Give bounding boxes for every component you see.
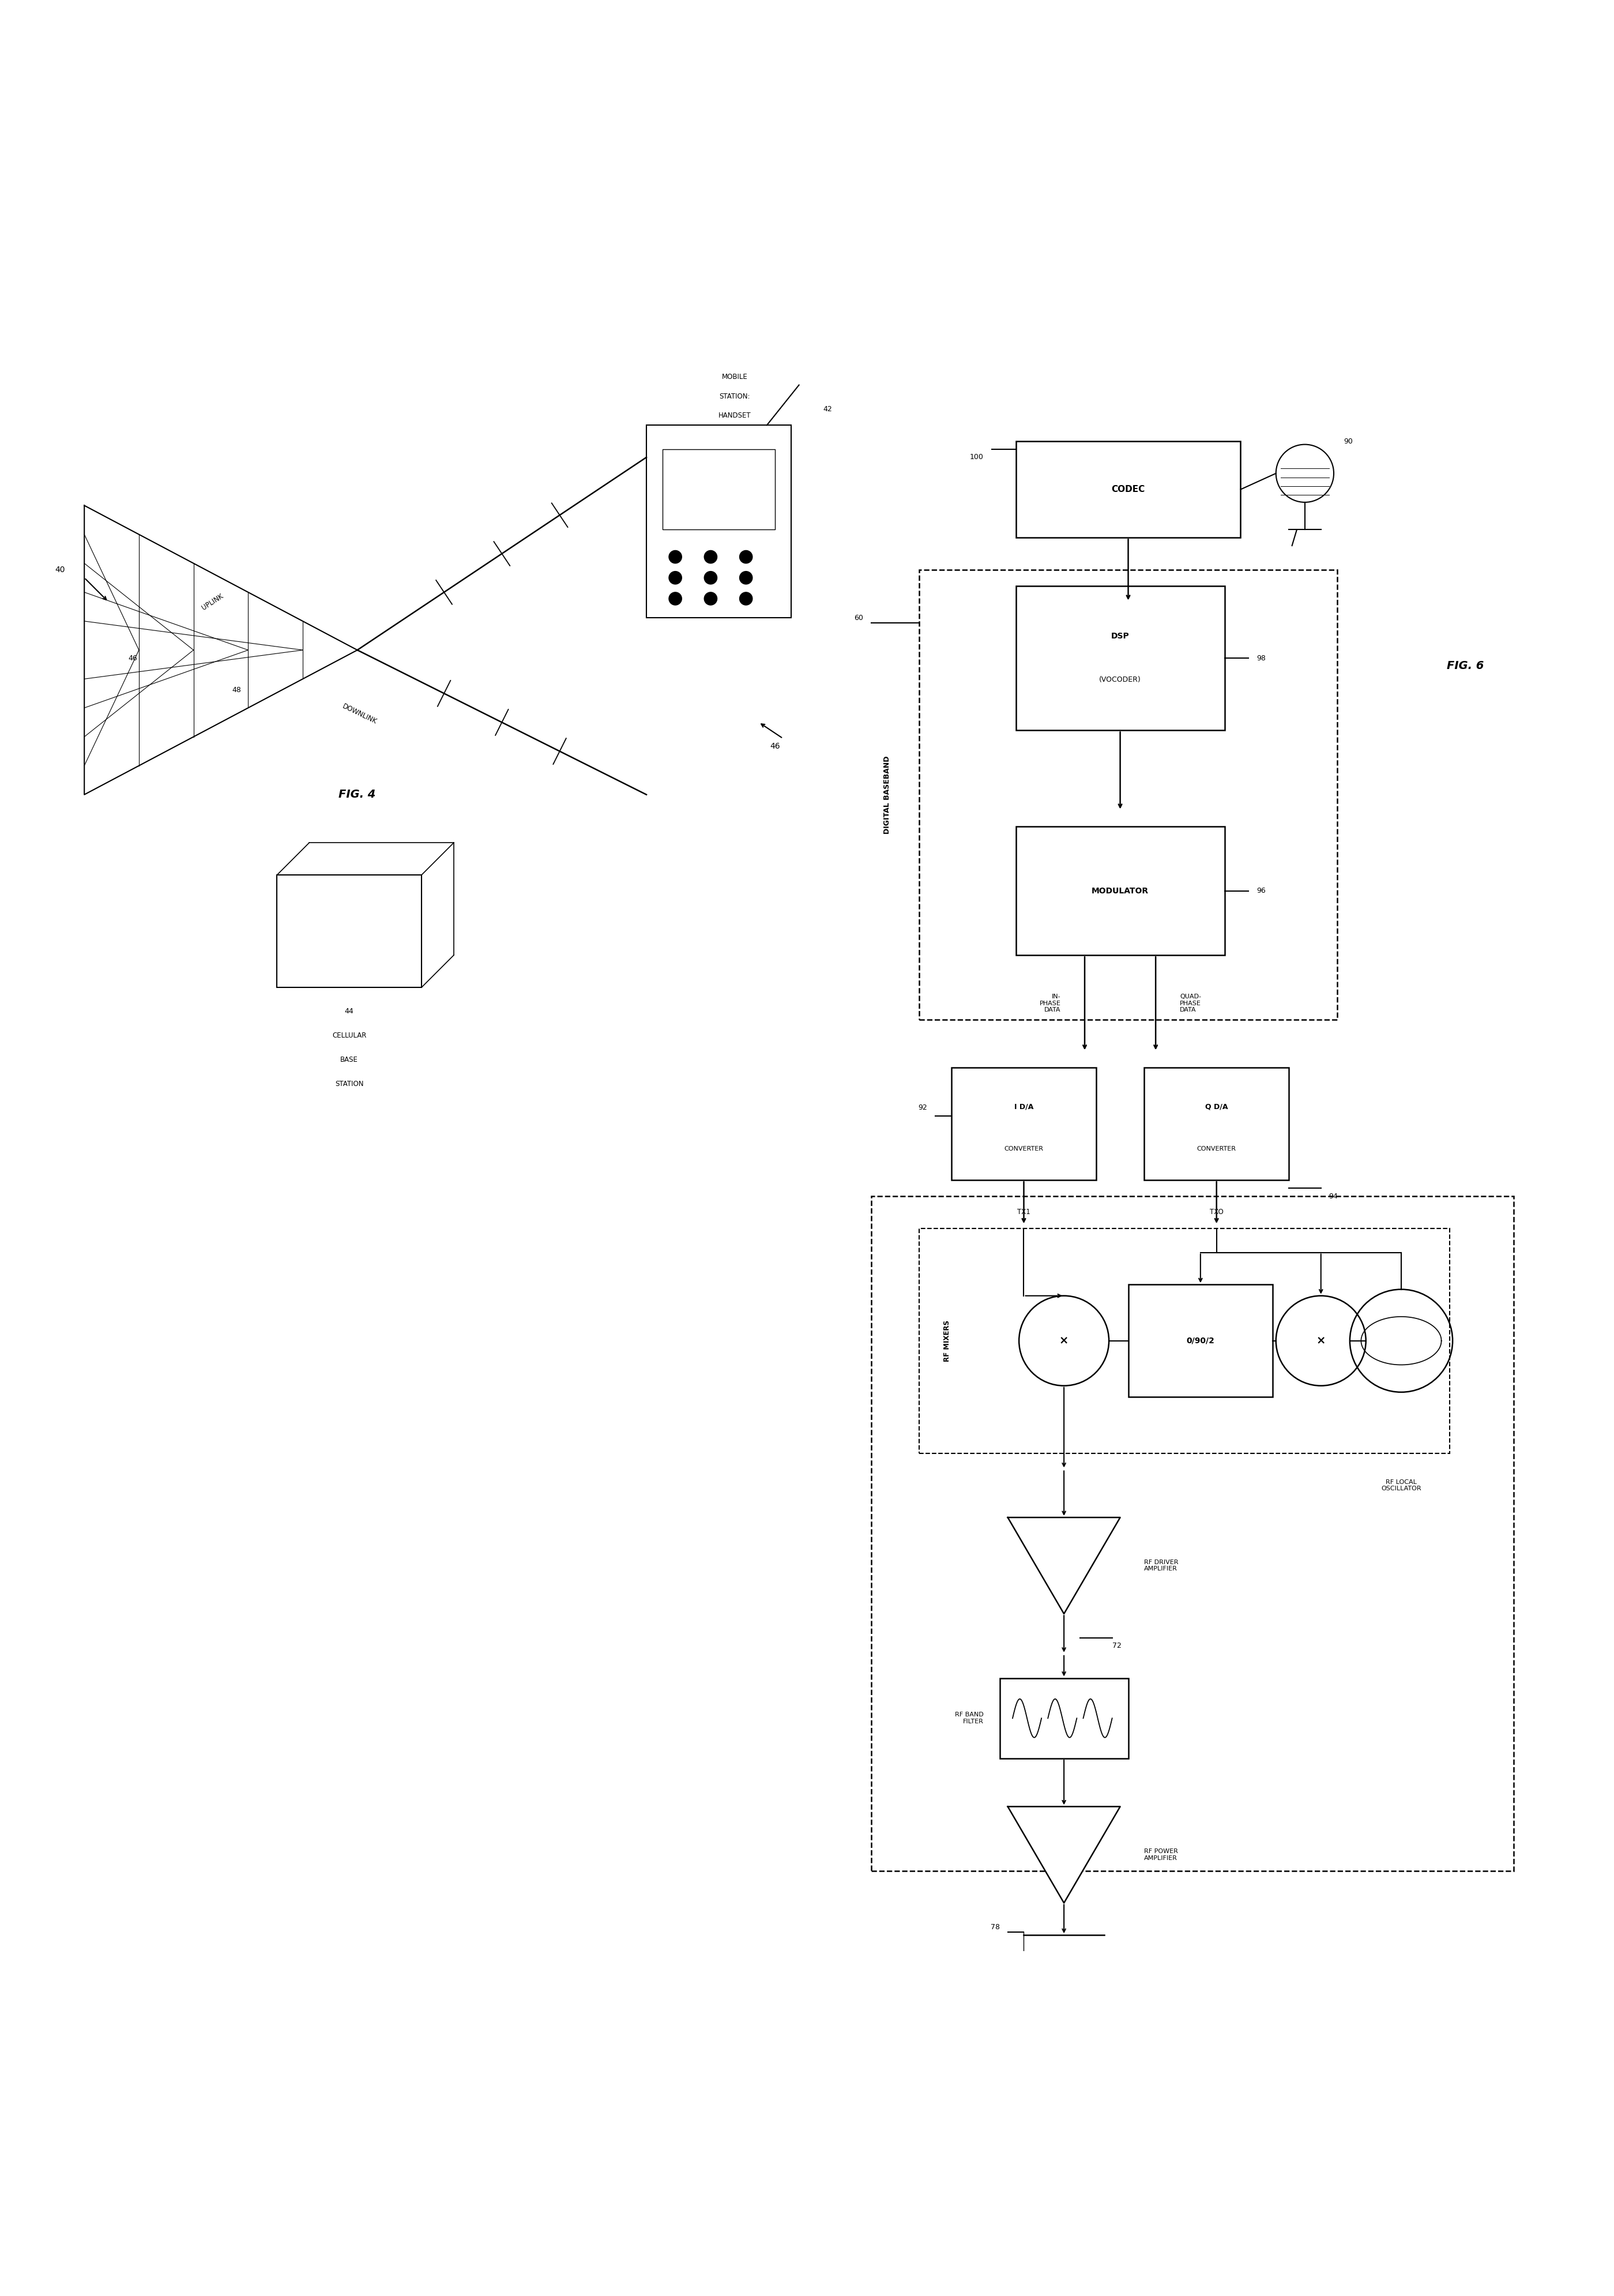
Bar bbox=[999, 1678, 1128, 1759]
Text: 44: 44 bbox=[345, 1008, 353, 1015]
Text: 90: 90 bbox=[1344, 439, 1353, 445]
Text: RF BAND
FILTER: RF BAND FILTER bbox=[955, 1713, 983, 1724]
Bar bbox=[662, 450, 775, 530]
Bar bbox=[1128, 1283, 1273, 1396]
Circle shape bbox=[668, 592, 681, 606]
Bar bbox=[1144, 1068, 1290, 1180]
Bar bbox=[1015, 441, 1241, 537]
Circle shape bbox=[704, 592, 717, 606]
Text: STATION:: STATION: bbox=[720, 393, 751, 400]
Circle shape bbox=[739, 551, 752, 563]
Text: DSP: DSP bbox=[1110, 631, 1130, 641]
Text: 78: 78 bbox=[991, 1924, 999, 1931]
Text: IN-
PHASE
DATA: IN- PHASE DATA bbox=[1039, 994, 1060, 1013]
Polygon shape bbox=[1007, 1518, 1120, 1614]
Text: HANDSET: HANDSET bbox=[718, 411, 751, 420]
Text: BASE: BASE bbox=[341, 1056, 358, 1063]
Text: CODEC: CODEC bbox=[1112, 484, 1144, 494]
Text: FIG. 6: FIG. 6 bbox=[1446, 661, 1483, 673]
Text: 100: 100 bbox=[970, 455, 983, 461]
Text: RF DRIVER
AMPLIFIER: RF DRIVER AMPLIFIER bbox=[1144, 1559, 1178, 1573]
Text: RF MIXERS: RF MIXERS bbox=[944, 1320, 951, 1362]
Circle shape bbox=[668, 572, 681, 583]
Bar bbox=[1015, 585, 1225, 730]
Text: UPLINK: UPLINK bbox=[200, 592, 224, 611]
Text: CONVERTER: CONVERTER bbox=[1198, 1146, 1236, 1153]
Bar bbox=[952, 1068, 1096, 1180]
Text: MODULATOR: MODULATOR bbox=[1091, 886, 1149, 895]
Text: DIGITAL BASEBAND: DIGITAL BASEBAND bbox=[883, 755, 891, 833]
Text: Q D/A: Q D/A bbox=[1206, 1104, 1228, 1111]
Text: TXO: TXO bbox=[1209, 1208, 1223, 1217]
Text: RF LOCAL
OSCILLATOR: RF LOCAL OSCILLATOR bbox=[1382, 1479, 1422, 1492]
Bar bbox=[278, 875, 421, 987]
Text: 94: 94 bbox=[1328, 1192, 1338, 1201]
Text: ×: × bbox=[1059, 1336, 1068, 1345]
Polygon shape bbox=[1007, 1807, 1120, 1903]
Text: I D/A: I D/A bbox=[1014, 1104, 1033, 1111]
Bar bbox=[872, 1196, 1514, 1871]
Text: 72: 72 bbox=[1112, 1642, 1122, 1651]
Text: 40: 40 bbox=[55, 565, 65, 574]
Bar bbox=[1015, 827, 1225, 955]
Bar bbox=[920, 1228, 1449, 1453]
Text: ×: × bbox=[1315, 1336, 1325, 1345]
Circle shape bbox=[739, 592, 752, 606]
Text: 42: 42 bbox=[823, 406, 833, 413]
Text: DOWNLINK: DOWNLINK bbox=[341, 703, 378, 726]
Text: TX1: TX1 bbox=[1017, 1208, 1030, 1217]
Bar bbox=[920, 569, 1336, 1019]
Circle shape bbox=[739, 572, 752, 583]
Text: 60: 60 bbox=[854, 613, 863, 622]
Text: STATION: STATION bbox=[336, 1079, 363, 1088]
Circle shape bbox=[668, 551, 681, 563]
Text: RF POWER
AMPLIFIER: RF POWER AMPLIFIER bbox=[1144, 1848, 1178, 1862]
Circle shape bbox=[704, 572, 717, 583]
Text: 98: 98 bbox=[1257, 654, 1265, 661]
Text: FIG. 4: FIG. 4 bbox=[339, 790, 376, 799]
Text: 46: 46 bbox=[770, 742, 780, 751]
Text: 0/90/2: 0/90/2 bbox=[1186, 1336, 1215, 1345]
Bar bbox=[646, 425, 791, 618]
Text: CONVERTER: CONVERTER bbox=[1004, 1146, 1043, 1153]
Text: QUAD-
PHASE
DATA: QUAD- PHASE DATA bbox=[1180, 994, 1201, 1013]
Text: 46: 46 bbox=[128, 654, 137, 661]
Text: CELLULAR: CELLULAR bbox=[332, 1031, 366, 1040]
Text: 48: 48 bbox=[232, 687, 242, 693]
Text: (VOCODER): (VOCODER) bbox=[1099, 675, 1141, 684]
Text: 92: 92 bbox=[918, 1104, 928, 1111]
Text: MOBILE: MOBILE bbox=[721, 374, 747, 381]
Text: 96: 96 bbox=[1257, 886, 1265, 895]
Circle shape bbox=[704, 551, 717, 563]
